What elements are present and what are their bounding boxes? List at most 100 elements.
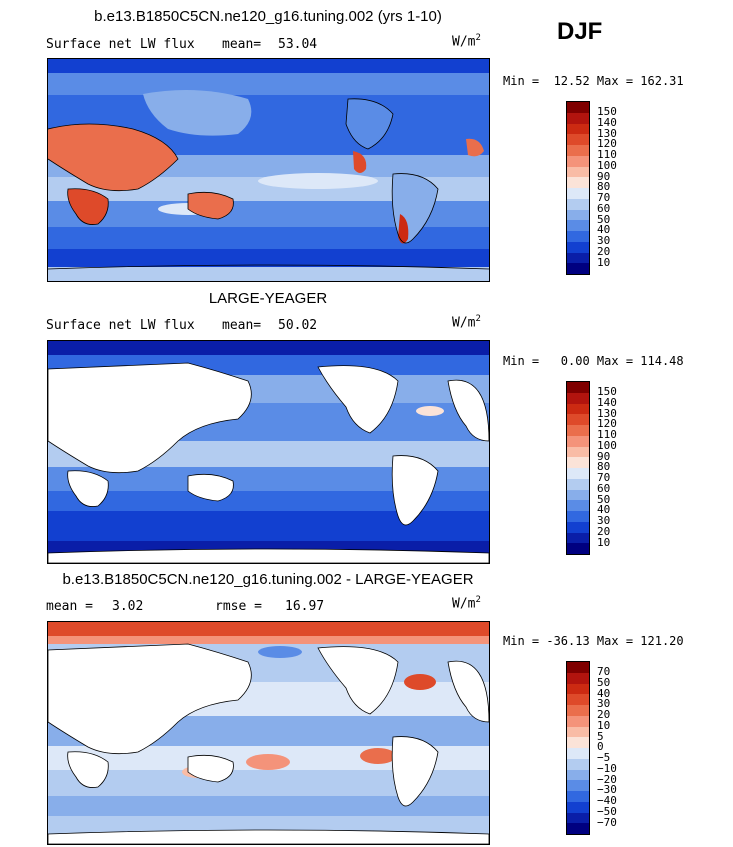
colorbar-label: 110 (597, 428, 617, 441)
colorbar-label: 40 (597, 687, 611, 700)
panel-3-units: W/m2 (452, 595, 481, 612)
panel-1-units: W/m2 (452, 33, 481, 50)
colorbar-label: 50 (597, 676, 611, 689)
colorbar-label: 30 (597, 234, 611, 247)
colorbar-swatch (567, 468, 589, 479)
panel-1-title: b.e13.B1850C5CN.ne120_g16.tuning.002 (yr… (94, 8, 442, 25)
colorbar-swatch (567, 435, 589, 447)
colorbar-label: 10 (597, 256, 611, 269)
panel-3-colorbar (566, 661, 590, 835)
colorbar-swatch (567, 382, 589, 393)
colorbar-swatch (567, 209, 589, 221)
panel-3-mean-value: 3.02 (112, 599, 144, 614)
panel-2-colorbar (566, 381, 590, 555)
colorbar-swatch (567, 403, 589, 415)
colorbar-label: 30 (597, 697, 611, 710)
panel-1-field-label: Surface net LW flux (46, 37, 195, 52)
colorbar-swatch (567, 489, 589, 501)
panel-1-colorbar-labels: 150 140 130 120 110 100 90 80 70 60 50 4… (597, 101, 637, 273)
panel-3-map[interactable] (47, 621, 490, 845)
panel-2-units: W/m2 (452, 314, 481, 331)
colorbar-swatch (567, 791, 589, 802)
panel-2-map[interactable] (47, 340, 490, 564)
colorbar-label: 50 (597, 493, 611, 506)
panel-3-rmse-label: rmse = (215, 599, 262, 614)
colorbar-swatch (567, 769, 589, 781)
colorbar-label: 70 (597, 665, 611, 678)
colorbar-swatch (567, 532, 589, 544)
panel-3-map-svg (48, 622, 489, 844)
panel-2-field-label: Surface net LW flux (46, 318, 195, 333)
colorbar-label: 60 (597, 482, 611, 495)
colorbar-label: 10 (597, 536, 611, 549)
colorbar-label: 80 (597, 180, 611, 193)
colorbar-label: −50 (597, 805, 617, 818)
panel-1-mean-value: 53.04 (278, 37, 318, 52)
colorbar-label: 50 (597, 213, 611, 226)
colorbar-label: 120 (597, 137, 617, 150)
colorbar-swatch (567, 166, 589, 178)
colorbar-swatch (567, 145, 589, 156)
colorbar-swatch (567, 823, 589, 834)
colorbar-label: 150 (597, 105, 617, 118)
colorbar-swatch (567, 726, 589, 738)
panel-2-mean-value: 50.02 (278, 318, 318, 333)
season-label: DJF (557, 18, 603, 45)
panel-3-mean-label: mean = (46, 599, 93, 614)
colorbar-label: 20 (597, 708, 611, 721)
colorbar-swatch (567, 801, 589, 813)
colorbar-label: 70 (597, 471, 611, 484)
colorbar-swatch (567, 102, 589, 113)
colorbar-swatch (567, 748, 589, 759)
colorbar-label: −5 (597, 751, 611, 764)
colorbar-swatch (567, 812, 589, 824)
colorbar-swatch (567, 263, 589, 274)
colorbar-swatch (567, 134, 589, 145)
colorbar-swatch (567, 500, 589, 511)
colorbar-label: 130 (597, 407, 617, 420)
colorbar-swatch (567, 220, 589, 231)
colorbar-swatch (567, 112, 589, 124)
colorbar-swatch (567, 705, 589, 716)
colorbar-label: 90 (597, 450, 611, 463)
colorbar-label: 30 (597, 514, 611, 527)
colorbar-swatch (567, 414, 589, 425)
panel-2-minmax: Min = 0.00 Max = 114.48 (503, 354, 684, 368)
colorbar-swatch (567, 252, 589, 264)
panel-1-map[interactable] (47, 58, 490, 282)
colorbar-swatch (567, 683, 589, 695)
panel-1-minmax: Min = 12.52 Max = 162.31 (503, 74, 684, 88)
colorbar-label: 40 (597, 503, 611, 516)
colorbar-label: 130 (597, 127, 617, 140)
colorbar-label: −10 (597, 762, 617, 775)
panel-3-minmax: Min = -36.13 Max = 121.20 (503, 634, 684, 648)
colorbar-label: 90 (597, 170, 611, 183)
panel-1-colorbar (566, 101, 590, 275)
colorbar-label: 60 (597, 202, 611, 215)
colorbar-label: −40 (597, 794, 617, 807)
panel-2-title: LARGE-YEAGER (208, 290, 328, 307)
colorbar-swatch (567, 177, 589, 188)
colorbar-swatch (567, 737, 589, 748)
panel-2-mean-label: mean= (222, 318, 262, 333)
colorbar-swatch (567, 662, 589, 673)
colorbar-swatch (567, 198, 589, 210)
colorbar-swatch (567, 457, 589, 468)
colorbar-label: 140 (597, 116, 617, 129)
colorbar-label: 20 (597, 525, 611, 538)
colorbar-label: 40 (597, 223, 611, 236)
colorbar-swatch (567, 123, 589, 135)
panel-1-mean-label: mean= (222, 37, 262, 52)
colorbar-swatch (567, 672, 589, 684)
colorbar-swatch (567, 521, 589, 533)
colorbar-label: −70 (597, 816, 617, 829)
colorbar-label: 5 (597, 730, 604, 743)
colorbar-swatch (567, 155, 589, 167)
colorbar-label: 80 (597, 460, 611, 473)
colorbar-swatch (567, 188, 589, 199)
colorbar-label: 20 (597, 245, 611, 258)
colorbar-swatch (567, 511, 589, 522)
colorbar-swatch (567, 231, 589, 242)
colorbar-label: −30 (597, 783, 617, 796)
colorbar-swatch (567, 694, 589, 705)
